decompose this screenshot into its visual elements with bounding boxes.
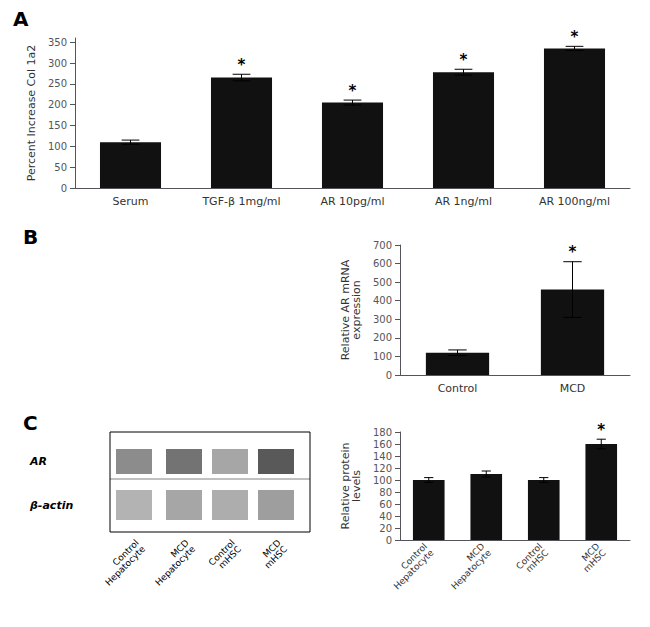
svg-text:mHSC: mHSC <box>217 544 244 571</box>
svg-text:100: 100 <box>48 141 67 152</box>
svg-text:mHSC: mHSC <box>581 548 608 575</box>
svg-text:MCD: MCD <box>260 537 283 560</box>
svg-text:mHSC: mHSC <box>263 544 290 571</box>
svg-text:700: 700 <box>373 240 392 251</box>
svg-text:20: 20 <box>379 523 392 534</box>
svg-text:MCD: MCD <box>579 541 602 564</box>
svg-text:60: 60 <box>379 499 392 510</box>
svg-text:*: * <box>349 82 357 100</box>
svg-text:500: 500 <box>373 277 392 288</box>
svg-text:180: 180 <box>373 427 392 438</box>
svg-text:Relative protein: Relative protein <box>339 442 352 530</box>
svg-text:Hepatocyte: Hepatocyte <box>392 547 436 591</box>
svg-text:Control: Control <box>206 537 237 568</box>
svg-text:Control: Control <box>514 541 545 572</box>
svg-text:Control: Control <box>438 382 478 395</box>
svg-text:600: 600 <box>373 258 392 269</box>
svg-text:*: * <box>571 28 579 46</box>
svg-text:200: 200 <box>48 99 67 110</box>
svg-text:MCD: MCD <box>560 382 586 395</box>
svg-text:MCD: MCD <box>168 537 191 560</box>
svg-text:350: 350 <box>48 37 67 48</box>
svg-text:80: 80 <box>379 487 392 498</box>
svg-text:β-actin: β-actin <box>29 499 73 512</box>
svg-text:250: 250 <box>48 78 67 89</box>
svg-text:0: 0 <box>61 183 67 194</box>
svg-text:400: 400 <box>373 295 392 306</box>
svg-text:AR 10pg/ml: AR 10pg/ml <box>320 195 384 208</box>
svg-text:140: 140 <box>373 451 392 462</box>
svg-text:200: 200 <box>373 332 392 343</box>
svg-text:*: * <box>238 56 246 74</box>
svg-text:Serum: Serum <box>113 195 149 208</box>
svg-text:0: 0 <box>386 370 392 381</box>
svg-text:AR 100ng/ml: AR 100ng/ml <box>539 195 610 208</box>
svg-text:100: 100 <box>373 475 392 486</box>
svg-text:B: B <box>23 225 38 249</box>
svg-text:expression: expression <box>350 280 363 339</box>
svg-text:*: * <box>597 421 605 439</box>
svg-text:A: A <box>13 7 29 31</box>
svg-text:150: 150 <box>48 120 67 131</box>
svg-text:300: 300 <box>373 314 392 325</box>
svg-text:AR 1ng/ml: AR 1ng/ml <box>435 195 492 208</box>
svg-text:120: 120 <box>373 463 392 474</box>
svg-text:Percent Increase Col 1a2: Percent Increase Col 1a2 <box>25 45 38 182</box>
svg-text:levels: levels <box>350 470 363 502</box>
svg-text:Relative AR mRNA: Relative AR mRNA <box>339 259 352 361</box>
svg-text:AR: AR <box>29 455 47 468</box>
svg-text:mHSC: mHSC <box>524 548 551 575</box>
svg-text:0: 0 <box>386 535 392 546</box>
svg-text:*: * <box>569 243 577 261</box>
svg-text:*: * <box>460 51 468 69</box>
svg-text:Control: Control <box>399 541 430 572</box>
svg-text:TGF-β 1mg/ml: TGF-β 1mg/ml <box>201 195 280 208</box>
svg-text:Hepatocyte: Hepatocyte <box>103 544 147 588</box>
svg-text:Hepatocyte: Hepatocyte <box>153 544 197 588</box>
svg-text:Control: Control <box>110 537 141 568</box>
svg-text:100: 100 <box>373 351 392 362</box>
svg-text:300: 300 <box>48 58 67 69</box>
svg-text:160: 160 <box>373 439 392 450</box>
svg-text:40: 40 <box>379 511 392 522</box>
svg-text:MCD: MCD <box>464 541 487 564</box>
svg-text:C: C <box>23 411 38 435</box>
svg-text:50: 50 <box>54 162 67 173</box>
svg-text:Hepatocyte: Hepatocyte <box>449 547 493 591</box>
